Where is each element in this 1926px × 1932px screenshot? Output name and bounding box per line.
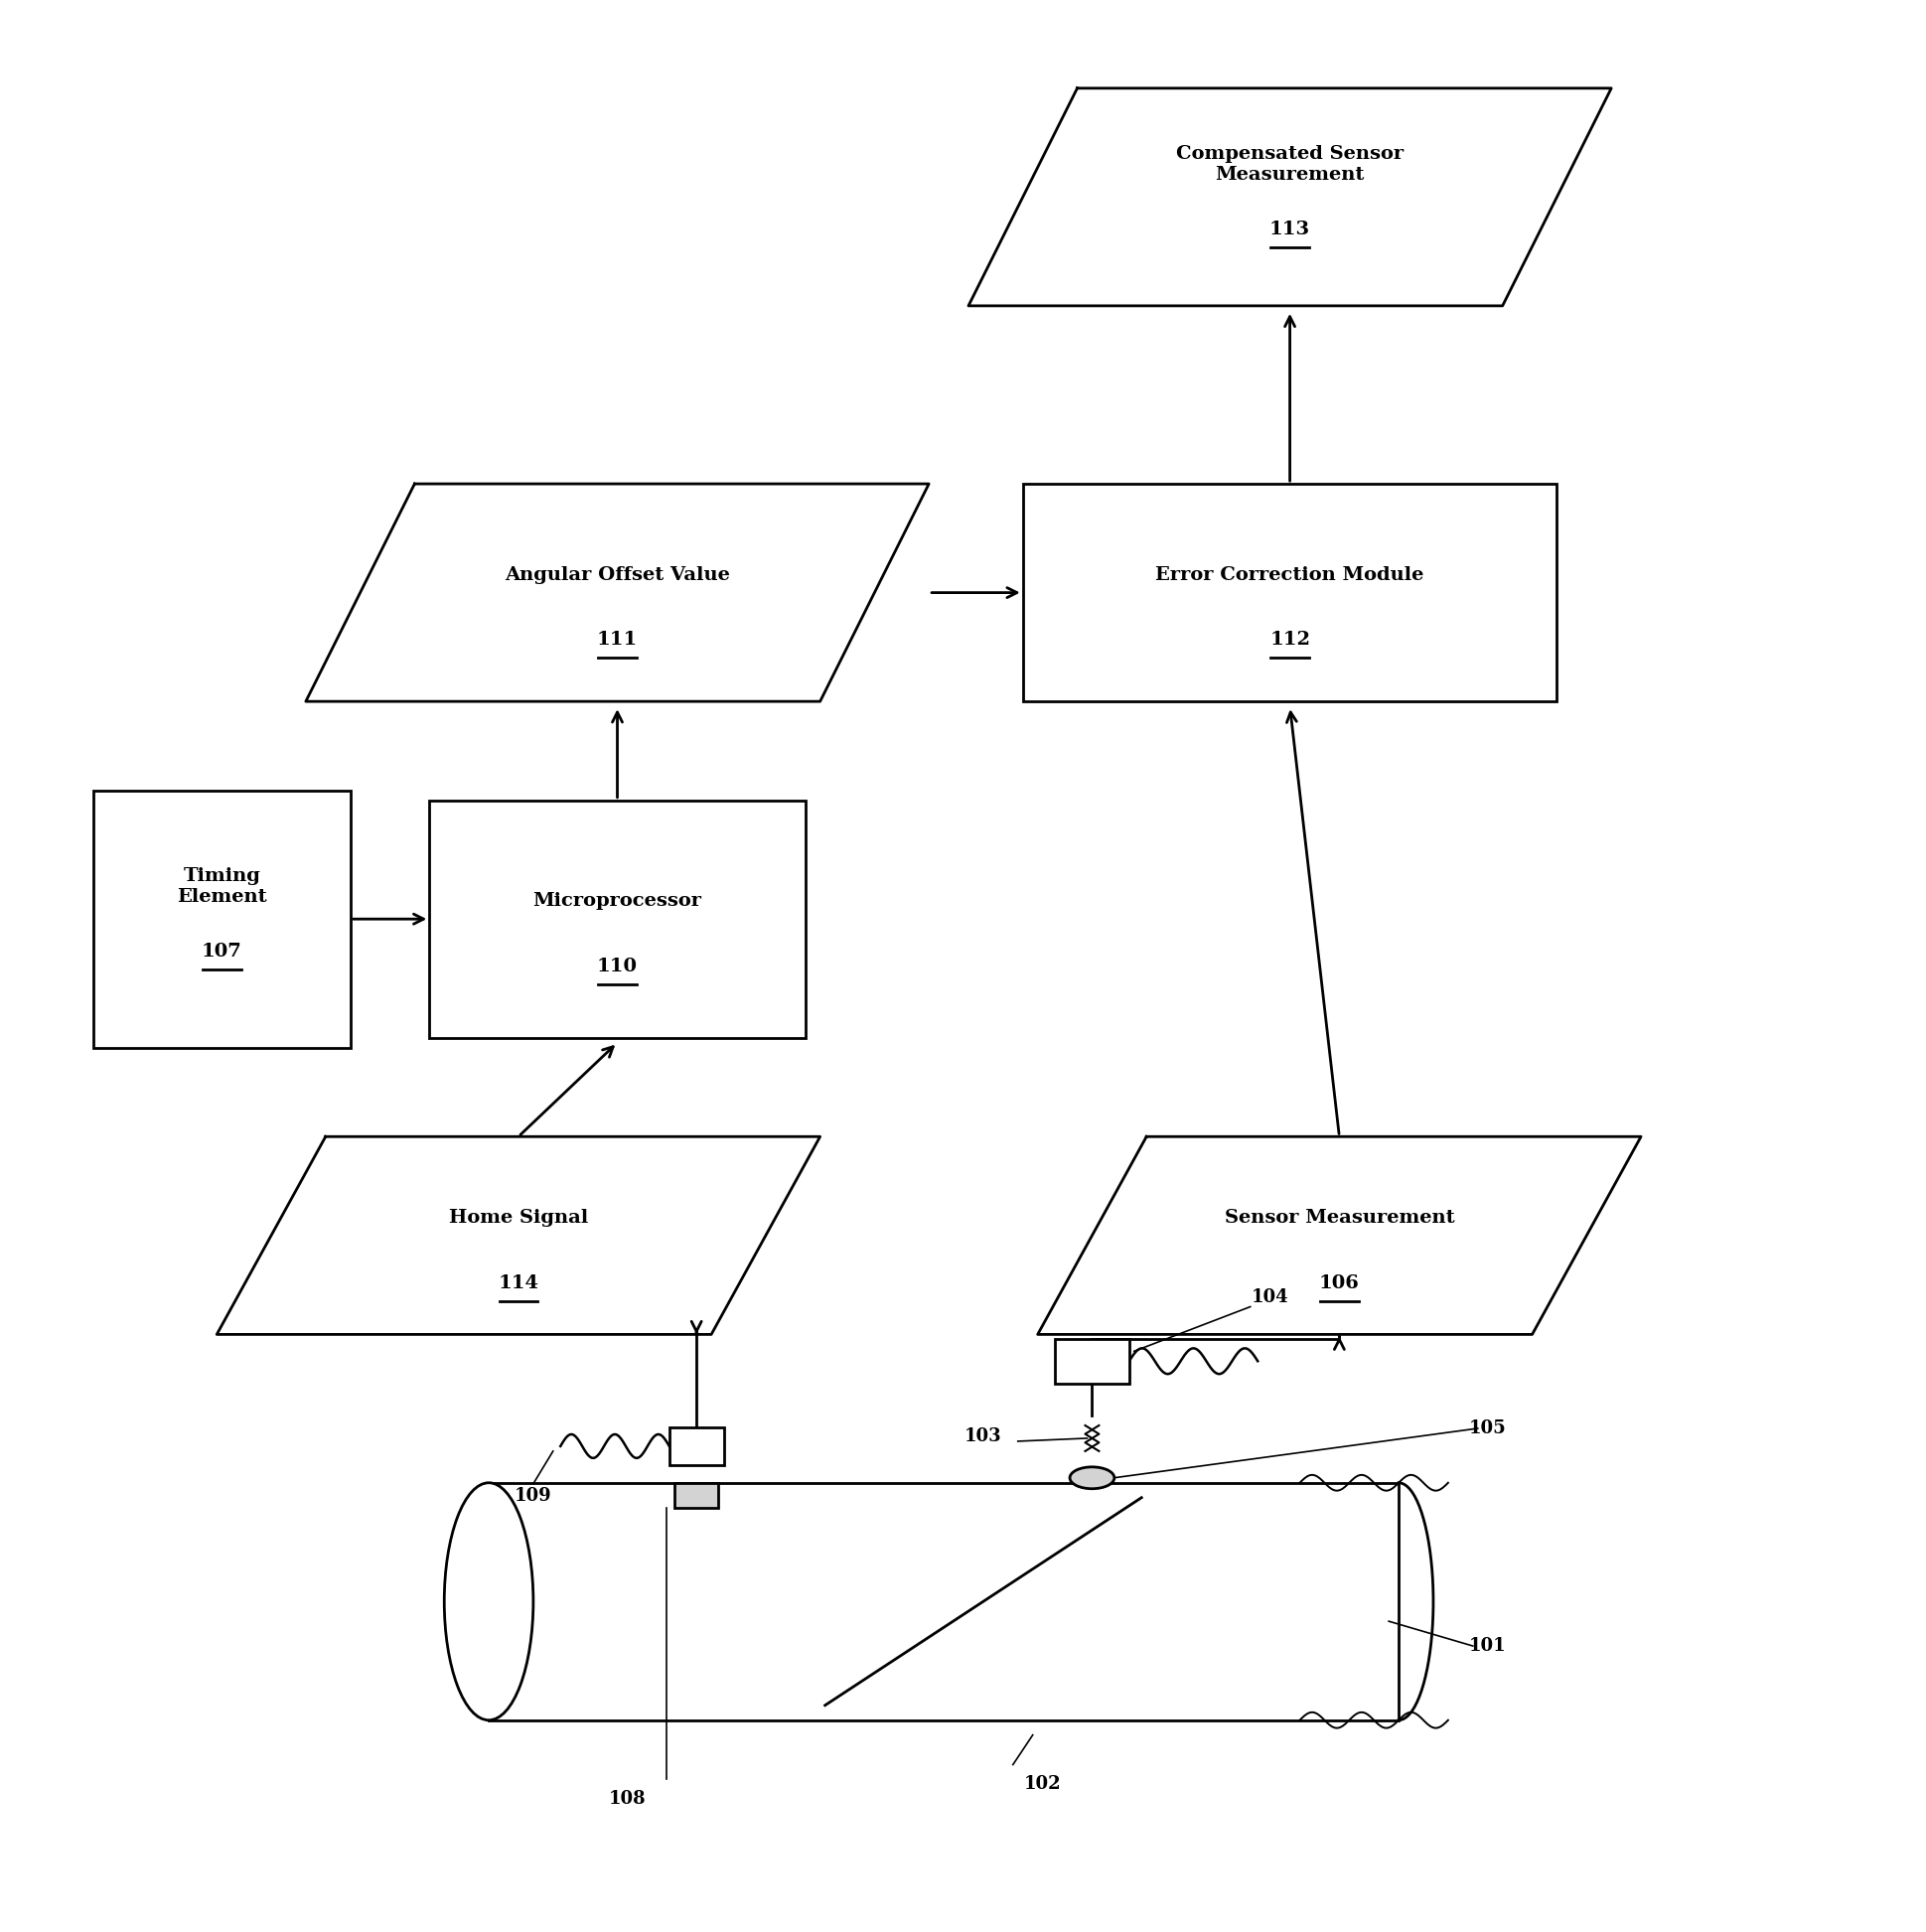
Text: 104: 104 [1250,1289,1288,1306]
Text: 111: 111 [597,632,638,649]
Text: Timing
Element: Timing Element [177,867,266,906]
Bar [92,790,351,1047]
Bar [489,1482,1398,1719]
Text: 109: 109 [514,1488,551,1505]
Text: 108: 108 [609,1791,645,1808]
Text: Compensated Sensor
Measurement: Compensated Sensor Measurement [1175,145,1402,184]
Text: 101: 101 [1468,1636,1506,1656]
Polygon shape [969,89,1610,305]
Text: Home Signal: Home Signal [449,1209,587,1227]
Polygon shape [306,483,928,701]
Bar [1054,1339,1129,1383]
Ellipse shape [1069,1466,1113,1490]
Text: Error Correction Module: Error Correction Module [1156,566,1423,583]
Text: 113: 113 [1269,220,1310,238]
Text: 105: 105 [1468,1420,1506,1437]
Text: 114: 114 [497,1273,539,1293]
Text: Microprocessor: Microprocessor [534,893,701,910]
Text: 107: 107 [202,943,243,960]
Bar [429,800,805,1037]
Text: Sensor Measurement: Sensor Measurement [1223,1209,1454,1227]
Bar [668,1428,724,1464]
Text: 112: 112 [1269,632,1310,649]
Polygon shape [1036,1136,1641,1335]
Text: 106: 106 [1319,1273,1360,1293]
Polygon shape [216,1136,820,1335]
Text: 110: 110 [597,958,638,976]
Bar [1023,483,1556,701]
Text: 103: 103 [965,1428,1002,1445]
Text: Angular Offset Value: Angular Offset Value [505,566,730,583]
Bar [674,1482,718,1507]
Text: 102: 102 [1023,1776,1061,1793]
Ellipse shape [445,1482,534,1719]
